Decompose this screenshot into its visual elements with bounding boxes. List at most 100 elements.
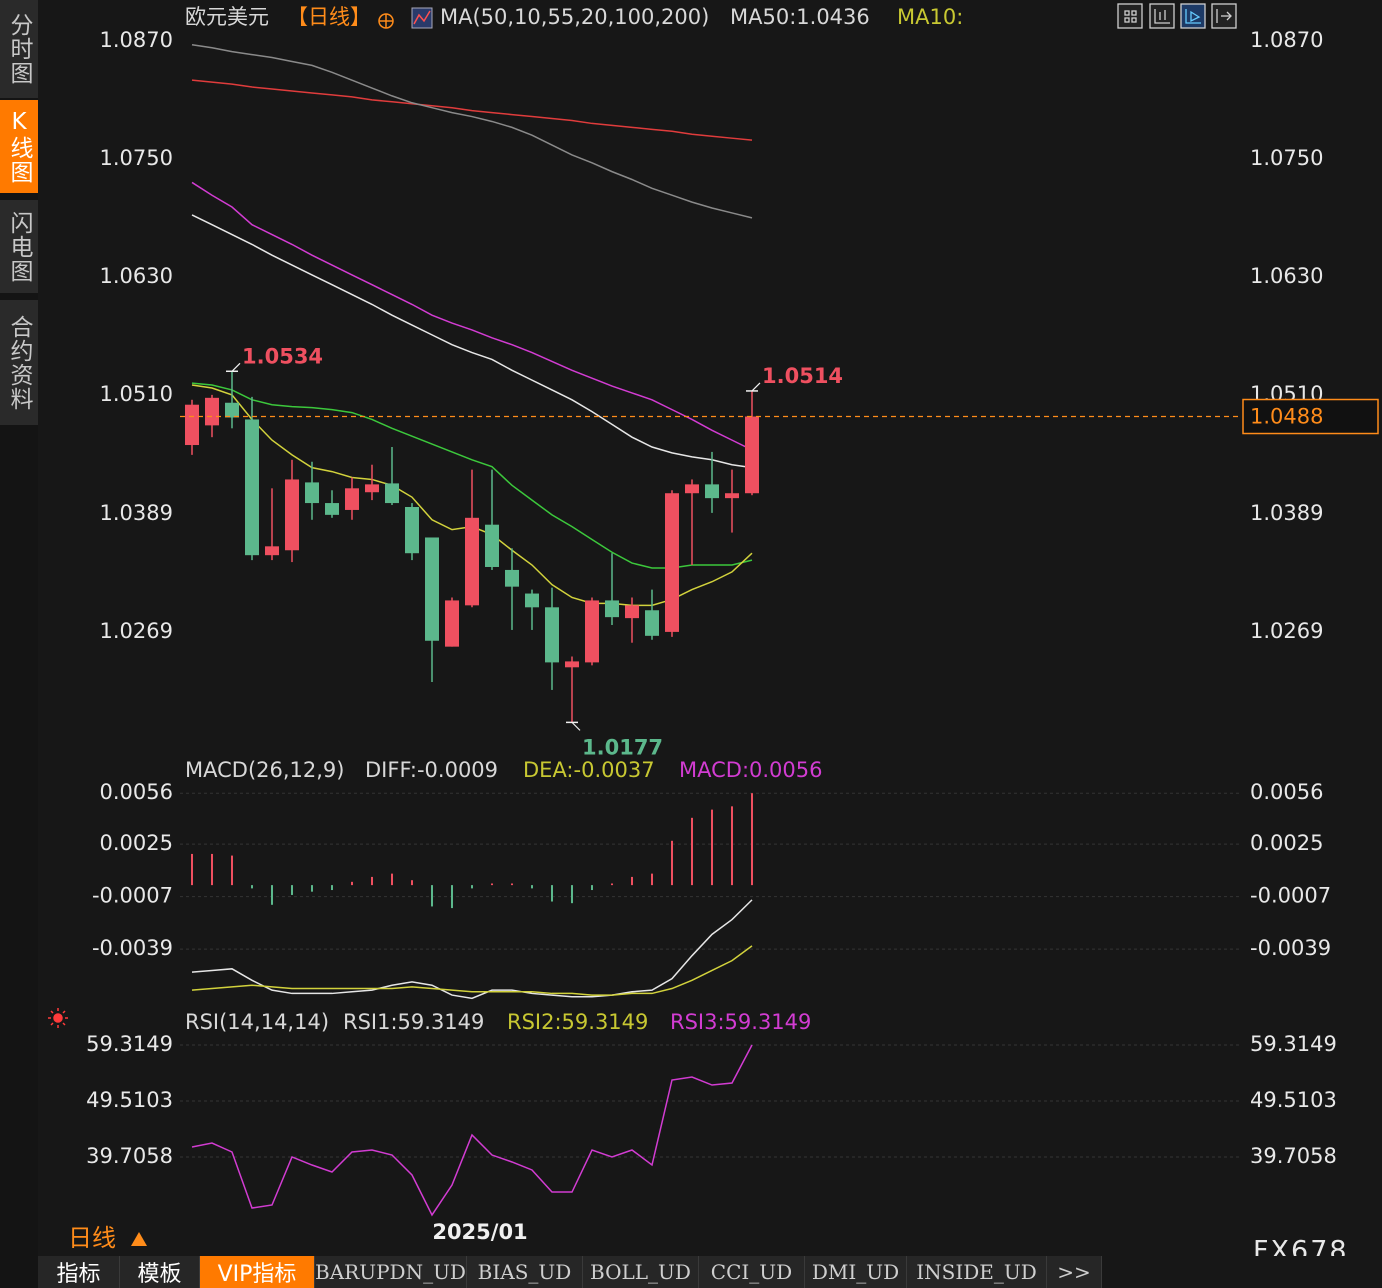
legend-text: MA10: — [897, 5, 963, 29]
y-tick-label: 39.7058 — [86, 1144, 173, 1168]
y-tick-label-right: 1.0750 — [1250, 146, 1323, 170]
extreme-pointer — [231, 362, 241, 372]
tab[interactable]: BIAS_UD — [467, 1256, 583, 1288]
candle-body — [525, 593, 539, 608]
tab[interactable]: INSIDE_UD — [907, 1256, 1047, 1288]
candle-body — [505, 569, 519, 587]
candle-body — [745, 416, 759, 494]
candle-body — [325, 503, 339, 515]
candle-body — [445, 600, 459, 647]
series-line — [191, 899, 753, 1000]
tab-bar: 指标 模板 VIP指标 BARUPDN_UD BIAS_UD BOLL_UD C… — [38, 1256, 1382, 1288]
candle-body — [345, 488, 359, 510]
candle-body — [605, 600, 619, 618]
candle-body — [465, 517, 479, 606]
legend-text: DEA:-0.0037 — [523, 758, 655, 782]
tab[interactable]: 模板 — [120, 1256, 200, 1288]
y-tick-label: 1.0750 — [100, 146, 173, 170]
tab[interactable]: CCI_UD — [699, 1256, 805, 1288]
legend-text: MA50:1.0436 — [730, 5, 870, 29]
candle-body — [305, 482, 319, 504]
candle-body — [405, 506, 419, 554]
tab[interactable]: VIP指标 — [200, 1256, 315, 1288]
legend-text: DIFF:-0.0009 — [365, 758, 498, 782]
y-tick-label: -0.0007 — [92, 884, 173, 908]
tab[interactable]: >> — [1047, 1256, 1102, 1288]
candle-body — [385, 483, 399, 504]
candle-body — [205, 397, 219, 426]
legend-text: MACD:0.0056 — [679, 758, 823, 782]
y-tick-label: 59.3149 — [86, 1032, 173, 1056]
y-tick-label-right: 59.3149 — [1250, 1032, 1337, 1056]
y-tick-label: 1.0510 — [100, 382, 173, 406]
legend-text: RSI2:59.3149 — [507, 1010, 648, 1034]
candle-body — [265, 546, 279, 556]
y-tick-label: 1.0870 — [100, 28, 173, 52]
y-tick-label: 49.5103 — [86, 1088, 173, 1112]
chart-title: 欧元美元 — [185, 5, 269, 29]
candle-body — [685, 484, 699, 494]
side-tab[interactable]: 分时图 — [0, 0, 38, 98]
period-arrow[interactable] — [131, 1232, 147, 1246]
tab[interactable]: BARUPDN_UD — [315, 1256, 467, 1288]
extreme-label: 1.0177 — [582, 735, 663, 759]
chart-subtitle: 【日线】 — [287, 5, 371, 29]
candle-body — [725, 493, 739, 499]
toolbar-icons[interactable] — [1117, 3, 1237, 29]
candle-body — [665, 493, 679, 632]
candle-body — [245, 419, 259, 556]
candle-body — [485, 524, 499, 567]
side-tab[interactable]: K线图 — [0, 100, 38, 193]
candle-body — [625, 605, 639, 619]
tab[interactable]: 指标 — [38, 1256, 120, 1288]
y-tick-label-right: 0.0025 — [1250, 831, 1323, 855]
candle-body — [285, 479, 299, 551]
y-tick-label-right: 39.7058 — [1250, 1144, 1337, 1168]
last-price-box — [1242, 398, 1379, 435]
candle-body — [225, 402, 239, 418]
y-tick-label-right: 1.0630 — [1250, 264, 1323, 288]
side-tab[interactable]: 合约资料 — [0, 300, 38, 425]
period-label[interactable]: 日线 — [68, 1224, 116, 1252]
candle-body — [585, 600, 599, 663]
series-line — [191, 382, 753, 569]
series-line — [191, 1044, 753, 1217]
side-tab[interactable]: 闪电图 — [0, 200, 38, 293]
settings-icon[interactable] — [48, 1008, 68, 1028]
y-tick-label-right: 1.0389 — [1250, 501, 1323, 525]
watermark: FX678 — [1253, 1236, 1349, 1257]
candle-body — [705, 484, 719, 499]
y-tick-label: 0.0025 — [100, 831, 173, 855]
legend-text: RSI1:59.3149 — [343, 1010, 484, 1034]
y-tick-label: -0.0039 — [92, 936, 173, 960]
legend-text: MA(50,10,55,20,100,200) — [440, 5, 709, 29]
series-line — [191, 79, 753, 141]
extreme-label: 1.0534 — [242, 344, 323, 368]
chart: 日线 FX678 1.0870 1.0870 1.0750 1.0750 1.0630 1… — [48, 3, 1379, 1257]
x-tick-label: 2025/01 — [432, 1220, 527, 1244]
last-price-label: 1.0488 — [1250, 405, 1323, 429]
y-tick-label: 0.0056 — [100, 780, 173, 804]
candle-body — [185, 404, 199, 446]
candle-body — [545, 607, 559, 663]
candle-body — [365, 484, 379, 493]
series-line — [191, 44, 753, 219]
y-tick-label-right: -0.0007 — [1250, 884, 1331, 908]
y-tick-label: 1.0630 — [100, 264, 173, 288]
indicator-icon[interactable] — [411, 7, 433, 29]
series-line — [191, 945, 753, 996]
legend-text: RSI(14,14,14) — [185, 1010, 329, 1034]
crosshair-icon[interactable] — [378, 13, 394, 29]
candle-body — [565, 661, 579, 668]
series-line — [191, 214, 753, 469]
y-tick-label-right: 1.0870 — [1250, 28, 1323, 52]
tab[interactable]: BOLL_UD — [583, 1256, 699, 1288]
legend-text: MACD(26,12,9) — [185, 758, 345, 782]
sidebar: 分时图 K线图 闪电图 合约资料 — [0, 0, 38, 1288]
y-tick-label-right: 0.0056 — [1250, 780, 1323, 804]
tab[interactable]: DMI_UD — [805, 1256, 907, 1288]
y-tick-label-right: 1.0269 — [1250, 619, 1323, 643]
y-tick-label-right: -0.0039 — [1250, 936, 1331, 960]
y-tick-label-right: 49.5103 — [1250, 1088, 1337, 1112]
